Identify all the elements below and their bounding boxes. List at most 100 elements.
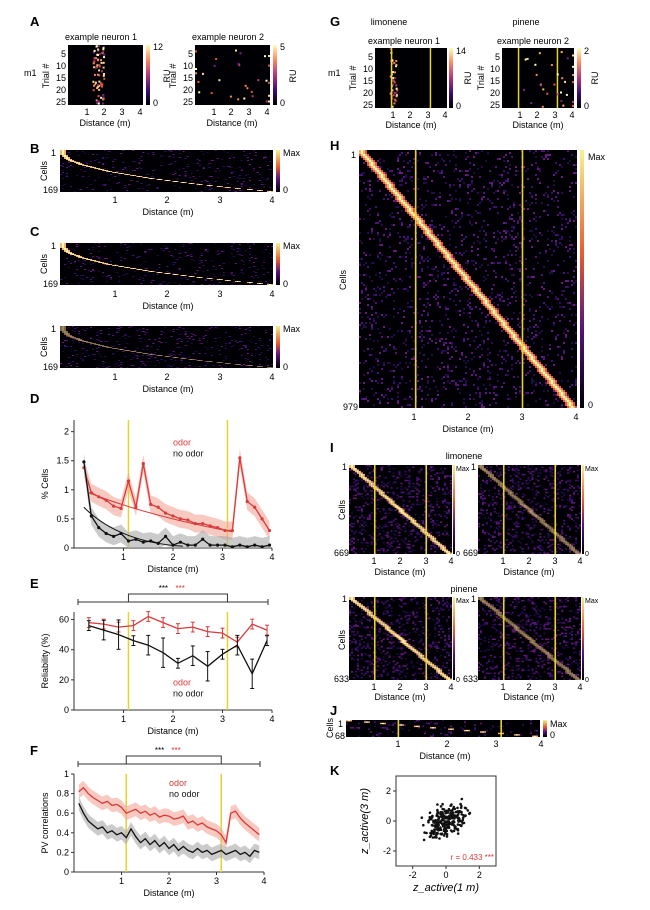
heatmap-cell xyxy=(545,384,547,386)
raster-event xyxy=(195,72,197,75)
heatmap-cell xyxy=(451,212,453,214)
heatmap-cell xyxy=(467,288,469,290)
heatmap-cell xyxy=(166,271,169,272)
heatmap-cell xyxy=(571,384,573,386)
heatmap-cell xyxy=(459,266,461,268)
heatmap-cell xyxy=(444,500,447,503)
heatmap-cell xyxy=(402,540,405,543)
heatmap-cell xyxy=(374,479,377,482)
heatmap-cell xyxy=(120,362,123,363)
heatmap-cell xyxy=(244,358,247,359)
heatmap-cell xyxy=(214,341,217,342)
heatmap-cell xyxy=(132,357,135,358)
heatmap-cell xyxy=(519,270,521,272)
heatmap-cell xyxy=(553,250,555,252)
heatmap-cell xyxy=(144,177,147,178)
heatmap-cell xyxy=(541,338,543,340)
heatmap-cell xyxy=(413,158,415,160)
heatmap-cell xyxy=(383,316,385,318)
heatmap-cell xyxy=(68,249,70,250)
heatmap-cell xyxy=(495,402,497,404)
heatmap-cell xyxy=(465,278,467,280)
heatmap-cell xyxy=(527,346,529,348)
heatmap-cell xyxy=(438,514,441,516)
heatmap-cell xyxy=(433,170,435,172)
heatmap-cell xyxy=(481,294,483,296)
heatmap-cell xyxy=(471,176,473,178)
heatmap-cell xyxy=(447,260,449,262)
heatmap-cell xyxy=(362,522,365,525)
heatmap-cell xyxy=(186,357,189,358)
heatmap-cell xyxy=(365,290,367,292)
heatmap-cell xyxy=(408,522,411,525)
heatmap-cell xyxy=(557,394,559,396)
heatmap-cell xyxy=(438,506,441,508)
heatmap-cell xyxy=(401,330,403,332)
heatmap-cell xyxy=(390,545,393,547)
heatmap-cell xyxy=(429,258,431,260)
heatmap-cell xyxy=(210,260,213,261)
heatmap-cell xyxy=(553,174,555,176)
heatmap-cell xyxy=(374,525,377,528)
x-tick: 2 xyxy=(164,195,169,205)
heatmap-cell xyxy=(138,335,141,336)
g-cbar1-min: 0 xyxy=(456,101,461,111)
heatmap-cell xyxy=(553,386,555,388)
heatmap-cell xyxy=(388,512,391,514)
trial-axis-label-2: Trial # xyxy=(168,64,178,89)
heatmap-cell xyxy=(84,264,87,265)
neuron2-title: example neuron 2 xyxy=(192,32,264,42)
heatmap-cell xyxy=(380,518,383,520)
heatmap-cell xyxy=(444,515,447,517)
heatmap-cell xyxy=(439,338,441,340)
heatmap-cell xyxy=(441,228,443,230)
heatmap-cell xyxy=(248,367,251,368)
heatmap-cell xyxy=(443,376,445,378)
heatmap-cell xyxy=(136,181,139,182)
heatmap-cell xyxy=(513,204,515,206)
heatmap-cell xyxy=(443,160,445,162)
heatmap-cell xyxy=(426,525,429,528)
heatmap-cell xyxy=(86,187,89,188)
heatmap-cell xyxy=(228,363,231,364)
heatmap-cell xyxy=(469,394,471,396)
heatmap-cell xyxy=(450,546,452,549)
raster-event xyxy=(98,74,101,77)
heatmap-cell xyxy=(519,242,521,244)
heatmap-cell xyxy=(392,540,395,543)
heatmap-cell xyxy=(176,179,179,180)
heatmap-cell xyxy=(561,166,563,168)
raster-event xyxy=(94,57,97,60)
heatmap-cell xyxy=(401,280,403,282)
heatmap-cell xyxy=(553,394,555,396)
heatmap-cell xyxy=(539,360,541,362)
heatmap-cell xyxy=(265,332,267,333)
heatmap-cell xyxy=(168,164,171,165)
heatmap-cell xyxy=(373,366,375,368)
heatmap-cell xyxy=(94,354,97,355)
heatmap-cell xyxy=(527,358,529,360)
heatmap-cell xyxy=(371,308,373,310)
heatmap-cell xyxy=(371,228,373,230)
heatmap-cell xyxy=(438,488,441,491)
heatmap-cell xyxy=(364,490,367,492)
heatmap-cell xyxy=(449,194,451,196)
heatmap-cell xyxy=(62,330,64,331)
heatmap-cell xyxy=(463,270,465,272)
heatmap-cell xyxy=(483,230,485,232)
heatmap-cell xyxy=(479,290,481,292)
heatmap-cell xyxy=(196,163,199,164)
heatmap-cell xyxy=(535,334,537,336)
heatmap-cell xyxy=(561,176,563,178)
heatmap-cell xyxy=(409,286,411,288)
heatmap-cell xyxy=(403,342,405,344)
heatmap-cell xyxy=(451,356,453,358)
heatmap-cell xyxy=(116,348,119,349)
heatmap-cell xyxy=(371,354,373,356)
heatmap-cell xyxy=(563,396,565,398)
heatmap-cell xyxy=(421,346,423,348)
heatmap-cell xyxy=(535,364,537,366)
heatmap-cell xyxy=(66,175,68,176)
heatmap-cell xyxy=(424,549,427,551)
heatmap-cell xyxy=(463,308,465,310)
